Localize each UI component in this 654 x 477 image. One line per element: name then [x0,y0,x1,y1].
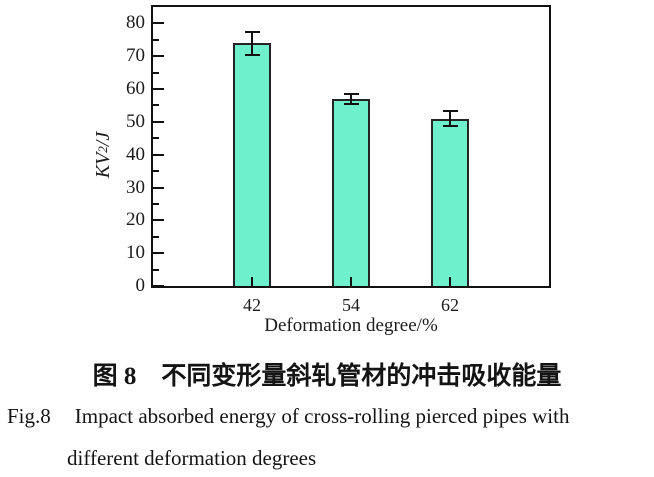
error-bar-cap [343,92,359,95]
y-axis-minor-tick [153,170,159,173]
y-axis-major-tick [153,88,164,91]
y-axis-tick-label: 80 [126,12,145,34]
x-axis-tick-label: 42 [243,295,261,315]
caption-english-fig-label: Fig.8 [7,404,51,428]
y-axis-minor-tick [153,235,159,238]
bar-62 [431,118,469,286]
caption-english-line1: Impact absorbed energy of cross-rolling … [74,404,570,428]
caption-chinese: 图 8 不同变形量斜轧管材的冲击吸收能量 [92,363,562,390]
y-axis-major-tick [153,219,164,222]
y-axis-minor-tick [153,104,159,107]
y-axis-major-tick [153,285,164,287]
x-axis-tick [350,277,352,286]
error-bar-cap [442,110,458,113]
bar-54 [332,98,370,286]
y-axis-major-tick [153,22,164,25]
error-bar-line [251,31,253,55]
y-axis-minor-tick [153,137,159,140]
y-axis-major-tick [153,120,164,123]
error-bar-line [449,111,451,126]
caption-english: Fig.8 Impact absorbed energy of cross-rol… [7,403,647,471]
y-axis-tick-label: 30 [126,176,145,198]
y-axis-minor-tick [153,71,159,74]
y-axis-minor-tick [153,38,159,41]
y-axis-major-tick [153,252,164,255]
error-bar-cap [244,53,260,56]
y-axis-tick-label: 0 [135,275,146,296]
y-axis-tick-label: 50 [126,110,145,132]
y-axis-major-tick [153,186,164,189]
x-axis-tick [251,277,253,286]
y-axis-tick-label: 40 [126,143,145,165]
bar-chart-plot-area: 0 10 20 30 40 50 60 70 80 42 54 62 [126,5,551,315]
x-axis-tick-label: 54 [342,295,360,315]
x-axis-title: Deformation degree/% [264,315,438,336]
x-axis-tick [449,277,451,286]
y-axis-major-tick [153,153,164,156]
bar-42 [233,43,271,286]
y-axis-tick-label: 60 [126,78,145,100]
error-bar-cap [244,30,260,33]
y-axis-major-tick [153,55,164,58]
error-bar-cap [343,102,359,105]
y-axis-tick-label: 20 [126,209,145,231]
x-axis-tick-label: 62 [441,295,459,315]
caption-english-line2: different deformation degrees [67,446,317,470]
error-bar-cap [442,124,458,127]
y-axis-tick-label: 70 [126,45,145,67]
y-axis-tick-label: 10 [126,242,145,264]
y-axis-minor-tick [153,202,159,205]
error-bar-line [350,93,352,104]
y-axis-minor-tick [153,268,159,271]
